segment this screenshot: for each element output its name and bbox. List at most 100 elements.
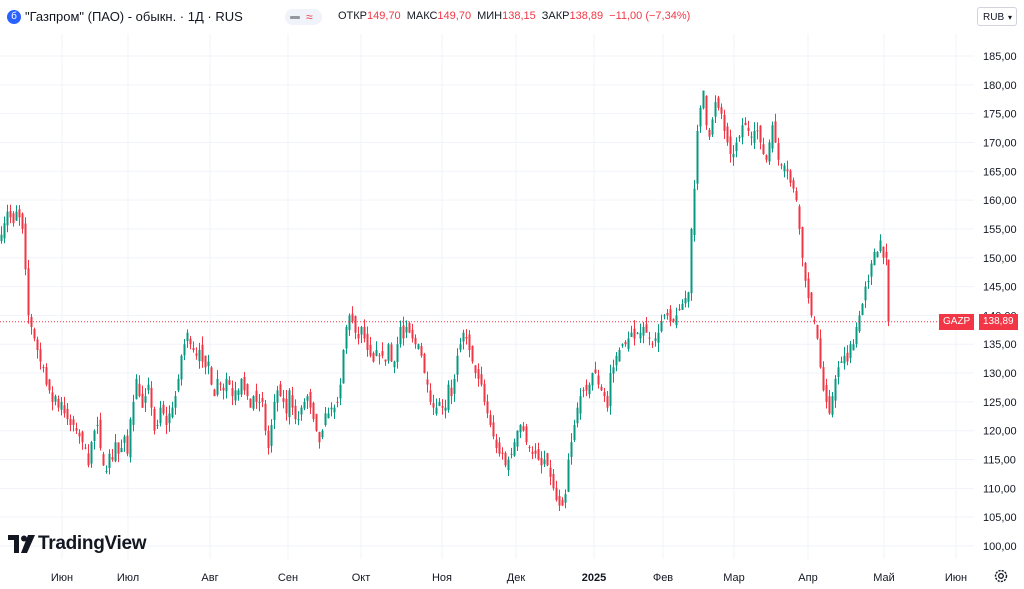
candle-body <box>147 384 150 391</box>
candle-body <box>141 393 144 408</box>
candle-body <box>840 361 843 363</box>
candle-body <box>204 355 207 368</box>
candle-body <box>330 407 333 410</box>
candle-body <box>537 449 540 460</box>
y-tick-label: 100,00 <box>983 541 1017 553</box>
x-tick-label: Май <box>873 572 895 584</box>
candle-body <box>887 259 890 322</box>
candle-body <box>783 165 786 172</box>
candle-body <box>765 155 768 160</box>
candle-body <box>876 252 879 258</box>
candle-body <box>732 154 735 158</box>
candle-body <box>585 384 588 391</box>
candle-body <box>48 379 51 391</box>
candle-body <box>57 398 60 408</box>
candle-body <box>834 378 837 401</box>
candle-body <box>429 390 432 402</box>
chart-header: б "Газпром" (ПАО) - обыкн. · 1Д · RUS ≈ … <box>0 0 1024 34</box>
candle-body <box>597 375 600 385</box>
candle-body <box>873 252 876 266</box>
y-tick-label: 145,00 <box>983 282 1017 294</box>
candle-body <box>366 333 369 350</box>
candle-body <box>852 344 855 351</box>
candle-body <box>546 453 549 466</box>
candle-body <box>528 447 531 449</box>
x-tick-label: Окт <box>352 572 371 584</box>
candle-body <box>168 413 171 424</box>
candle-body <box>723 114 726 131</box>
candle-body <box>348 315 351 331</box>
candle-body <box>855 326 858 345</box>
candle-body <box>102 454 105 466</box>
candle-body <box>495 439 498 448</box>
candle-body <box>804 263 807 281</box>
x-tick-label: Авг <box>201 572 218 584</box>
candle-body <box>465 336 468 339</box>
candle-body <box>390 344 393 362</box>
candle-body <box>477 369 480 379</box>
candle-body <box>336 401 339 403</box>
candle-body <box>150 387 153 408</box>
candle-body <box>144 396 147 403</box>
candle-body <box>375 350 378 356</box>
candle-body <box>435 407 438 414</box>
candle-body <box>27 268 30 316</box>
candle-body <box>573 424 576 440</box>
candle-body <box>51 392 54 402</box>
x-tick-label: Июн <box>945 572 967 584</box>
candle-body <box>234 390 237 401</box>
candle-body <box>588 384 591 395</box>
candle-body <box>789 170 792 183</box>
candle-body <box>399 326 402 345</box>
x-tick-label: Сен <box>278 572 298 584</box>
candle-body <box>579 396 582 414</box>
y-tick-label: 155,00 <box>983 224 1017 236</box>
candle-body <box>516 430 519 447</box>
candle-body <box>648 337 651 339</box>
candle-body <box>213 389 216 397</box>
candle-body <box>867 280 870 283</box>
candle-body <box>453 378 456 394</box>
candle-body <box>741 125 744 138</box>
candle-body <box>183 344 186 356</box>
candle-body <box>120 448 123 453</box>
candle-body <box>555 487 558 500</box>
y-tick-label: 120,00 <box>983 426 1017 438</box>
low-value: 138,15 <box>502 10 536 22</box>
x-tick-label: Ноя <box>432 572 452 584</box>
y-tick-label: 185,00 <box>983 51 1017 63</box>
low-label: МИН <box>477 10 503 22</box>
candle-body <box>288 390 291 418</box>
currency-selector[interactable]: RUB ▾ <box>977 7 1017 26</box>
symbol-logo-icon[interactable]: б <box>7 10 21 24</box>
chart-type-toggle[interactable]: ≈ <box>285 9 322 25</box>
candle-body <box>825 385 828 402</box>
y-tick-label: 165,00 <box>983 166 1017 178</box>
candle-body <box>630 332 633 337</box>
settings-gear-icon[interactable] <box>993 568 1009 584</box>
candle-body <box>726 126 729 143</box>
close-label: ЗАКР <box>541 10 570 22</box>
candle-body <box>195 353 198 356</box>
candle-body <box>591 373 594 386</box>
y-tick-label: 130,00 <box>983 368 1017 380</box>
candle-body <box>363 326 366 339</box>
candle-body <box>72 419 75 425</box>
open-value: 149,70 <box>367 10 401 22</box>
candle-body <box>186 332 189 341</box>
candle-body <box>393 361 396 368</box>
candle-body <box>738 136 741 138</box>
candle-body <box>0 234 3 242</box>
symbol-title[interactable]: "Газпром" (ПАО) - обыкн. · 1Д · RUS <box>25 9 243 24</box>
x-tick-label: Июл <box>117 572 139 584</box>
candle-body <box>255 390 258 402</box>
candle-body <box>99 419 102 448</box>
x-tick-label: 2025 <box>582 572 606 584</box>
price-chart[interactable]: 185,00 180,00 175,00 170,00 165,00 160,00 155,… <box>0 34 1024 589</box>
candle-body <box>282 398 285 402</box>
candle-body <box>756 130 759 132</box>
candle-body <box>636 332 639 334</box>
candle-body <box>798 206 801 229</box>
candle-body <box>552 473 555 489</box>
candle-body <box>174 396 177 408</box>
